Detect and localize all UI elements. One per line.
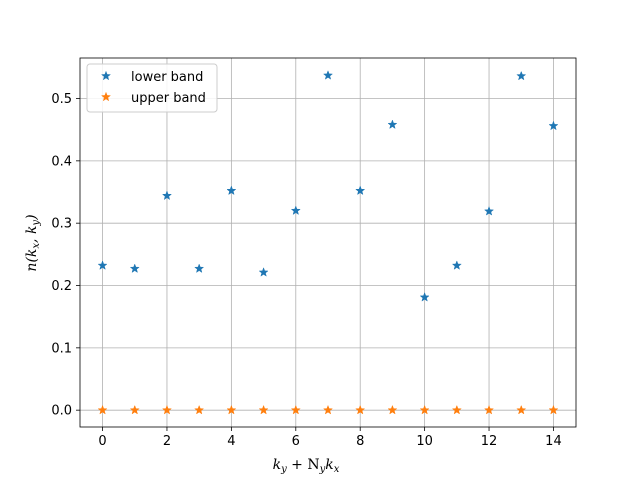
data-point xyxy=(387,119,398,129)
grid xyxy=(80,58,576,427)
data-point xyxy=(516,404,527,415)
data-point xyxy=(451,404,462,415)
data-point xyxy=(355,404,366,415)
x-axis-label: ky + Nykx xyxy=(273,457,340,475)
ticks: 0 2 4 6 8 10 12 14 0.0 0.1 0.2 0.3 0.4 0.5 xyxy=(51,92,561,449)
legend-box xyxy=(86,63,218,113)
x-tick-label: 14 xyxy=(545,434,562,449)
y-axis-label: n(kx, ky) xyxy=(24,214,42,271)
x-tick-label: 12 xyxy=(481,434,498,449)
data-point xyxy=(548,404,559,415)
legend-marker-upper-band xyxy=(100,91,112,102)
y-tick-label: 0.3 xyxy=(51,217,72,232)
plot-area xyxy=(80,58,576,427)
data-point xyxy=(97,260,108,270)
data-point xyxy=(419,404,430,415)
data-point xyxy=(97,404,108,415)
data-point xyxy=(451,260,462,270)
y-tick-label: 0.1 xyxy=(51,341,72,356)
data-point xyxy=(483,404,495,415)
y-tick-label: 0.2 xyxy=(51,279,72,294)
x-tick-label: 2 xyxy=(163,434,171,449)
data-point xyxy=(290,205,301,216)
data-point xyxy=(290,404,301,415)
data-point xyxy=(129,263,140,273)
data-point xyxy=(194,263,205,273)
data-point xyxy=(355,185,366,196)
svg-text:n(kx, ky): n(kx, ky) xyxy=(24,214,42,271)
data-point xyxy=(322,404,334,415)
series-upper-band xyxy=(97,404,559,415)
data-point xyxy=(258,267,269,277)
data-point xyxy=(548,120,559,131)
series-lower-band xyxy=(97,70,559,302)
data-point xyxy=(226,185,237,196)
y-tick-label: 0.5 xyxy=(51,92,72,107)
x-tick-label: 10 xyxy=(416,434,433,449)
y-tick-label: 0.0 xyxy=(51,404,72,419)
data-point xyxy=(129,404,140,415)
x-tick-label: 0 xyxy=(98,434,106,449)
data-point xyxy=(161,190,173,201)
y-tick-label: 0.4 xyxy=(51,154,72,169)
data-point xyxy=(387,404,398,415)
legend-marker-lower-band xyxy=(100,70,112,81)
x-tick-label: 8 xyxy=(356,434,364,449)
svg-text:ky + Nykx: ky + Nykx xyxy=(273,457,340,475)
data-point xyxy=(483,206,495,216)
legend-label-upper-band: upper band xyxy=(131,91,206,106)
x-tick-label: 6 xyxy=(292,434,300,449)
series-markers xyxy=(97,70,559,415)
data-point xyxy=(419,292,430,302)
x-tick-label: 4 xyxy=(227,434,235,449)
legend: lower band upper band xyxy=(86,63,218,113)
data-point xyxy=(194,404,205,415)
data-point xyxy=(322,70,334,80)
legend-label-lower-band: lower band xyxy=(131,70,203,85)
data-point xyxy=(516,70,527,81)
plot-frame xyxy=(79,57,577,428)
data-point xyxy=(226,404,237,415)
data-point xyxy=(161,404,173,415)
data-point xyxy=(258,404,269,415)
